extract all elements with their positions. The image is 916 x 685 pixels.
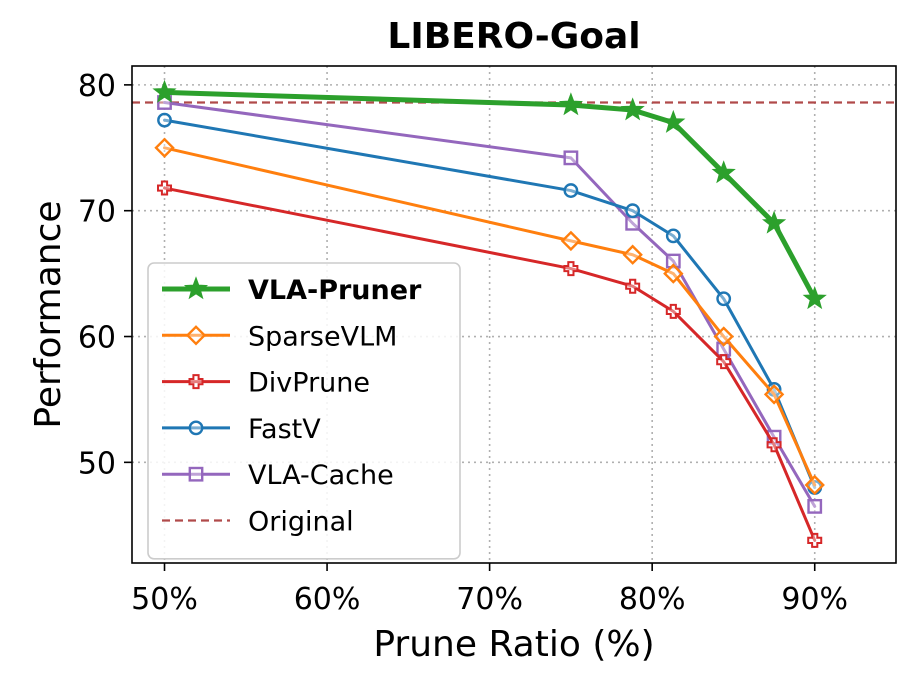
legend-label-divprune: DivPrune (248, 368, 370, 399)
legend-box (147, 262, 461, 560)
y-axis-label: Performance (28, 200, 69, 428)
plot-frame (131, 65, 897, 564)
series-layer (152, 79, 827, 548)
y-tick-label-2: 70 (78, 195, 116, 230)
point-divprune-3 (665, 303, 681, 319)
legend-label-vla-pruner: VLA-Pruner (248, 275, 422, 306)
point-sparsevlm-1 (560, 230, 582, 252)
legend-label-vla-cache: VLA-Cache (248, 460, 394, 491)
point-vla-cache-3 (665, 253, 681, 269)
legend-entry-sparsevlm: SparseVLM (162, 321, 397, 352)
legend-entry-divprune: DivPrune (162, 368, 370, 399)
x-tick-label-3: 80% (619, 582, 686, 617)
legend-entry-vla-pruner: VLA-Pruner (162, 275, 422, 306)
y-tick-label-0: 50 (78, 446, 116, 481)
legend-entry-original: Original (162, 507, 354, 538)
point-sparsevlm-6 (804, 474, 825, 496)
point-fastv-1 (563, 183, 579, 198)
point-vla-pruner-2 (620, 97, 645, 121)
series-line-fastv (163, 118, 817, 490)
legend-label-fastv: FastV (248, 414, 321, 445)
series-line-sparsevlm (163, 146, 817, 487)
legend: VLA-Pruner SparseVLM DivPrune FastV VLA-Cach… (147, 262, 461, 560)
point-divprune-4 (716, 354, 732, 370)
legend-label-original: Original (248, 507, 354, 538)
point-vla-cache-6 (807, 498, 823, 514)
x-axis-label: Prune Ratio (%) (373, 624, 654, 665)
series-line-divprune (163, 186, 817, 542)
legend-marker-sparsevlm (185, 325, 207, 346)
point-sparsevlm-4 (713, 326, 734, 347)
point-fastv-3 (665, 228, 681, 244)
series-line-vla-cache (163, 100, 817, 508)
x-tick-label-2: 70% (456, 582, 523, 617)
point-sparsevlm-2 (622, 244, 643, 265)
point-fastv-4 (716, 291, 732, 307)
ticks-layer: 50% 60% 70% 80% 90% 50 60 70 80 (78, 69, 848, 617)
legend-marker-vla-cache (188, 466, 204, 482)
point-divprune-0 (157, 180, 173, 196)
point-vla-cache-2 (625, 215, 641, 231)
legend-marker-fastv (188, 420, 204, 436)
point-sparsevlm-3 (663, 263, 684, 284)
series-divprune (157, 180, 823, 548)
point-vla-cache-1 (563, 150, 579, 166)
legend-entry-fastv: FastV (162, 414, 321, 445)
point-divprune-6 (807, 532, 823, 548)
point-vla-pruner-3 (661, 109, 686, 133)
point-divprune-2 (625, 278, 641, 294)
point-vla-pruner-0 (152, 79, 177, 103)
point-divprune-5 (766, 437, 782, 453)
point-vla-pruner-1 (558, 92, 583, 116)
x-tick-label-1: 60% (294, 582, 361, 617)
y-tick-label-1: 60 (78, 321, 116, 356)
legend-marker-vla-pruner (183, 276, 209, 300)
point-divprune-1 (563, 261, 579, 277)
point-sparsevlm-5 (763, 384, 785, 405)
legend-entry-vla-cache: VLA-Cache (162, 460, 394, 491)
legend-label-sparsevlm: SparseVLM (248, 321, 397, 352)
series-vla-pruner (152, 79, 827, 310)
point-fastv-0 (157, 112, 172, 128)
series-sparsevlm (154, 137, 825, 496)
point-fastv-2 (625, 203, 641, 219)
x-tick-label-0: 50% (131, 582, 198, 617)
legend-marker-divprune (188, 374, 204, 390)
point-vla-pruner-6 (802, 286, 827, 310)
point-sparsevlm-0 (154, 137, 175, 158)
chart-title: LIBERO-Goal (387, 16, 640, 57)
point-vla-pruner-4 (711, 160, 736, 184)
x-tick-label-4: 90% (781, 582, 848, 617)
y-tick-label-3: 80 (78, 69, 116, 104)
point-vla-pruner-5 (761, 210, 787, 234)
